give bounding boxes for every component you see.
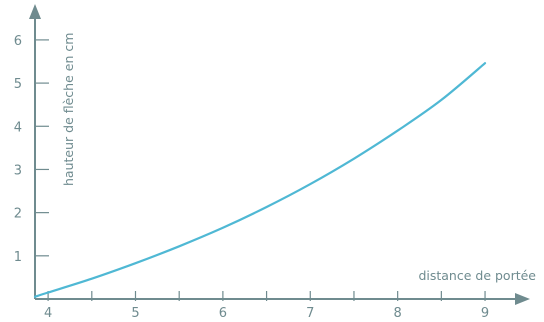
x-tick-label-7: 7 — [306, 306, 314, 321]
x-tick-label-9: 9 — [481, 306, 489, 321]
axes — [29, 4, 530, 305]
series-line-0 — [33, 62, 487, 298]
x-tick-label-8: 8 — [394, 306, 402, 321]
x-axis-ticks: 4 5 6 7 8 9 — [44, 291, 489, 321]
x-tick-label-4: 4 — [44, 306, 52, 321]
x-axis-label: distance de portée — [418, 268, 536, 283]
y-axis-arrow — [29, 4, 41, 19]
y-axis-ticks: 1 2 3 4 5 6 — [14, 34, 49, 265]
y-axis-label: hauteur de flèche en cm — [61, 33, 76, 186]
y-tick-label-3: 3 — [14, 163, 22, 178]
y-tick-label-1: 1 — [14, 250, 22, 265]
y-tick-label-4: 4 — [14, 120, 22, 135]
y-tick-label-6: 6 — [14, 34, 22, 49]
series-group — [33, 62, 487, 298]
x-tick-label-6: 6 — [219, 306, 227, 321]
x-tick-label-5: 5 — [131, 306, 139, 321]
y-tick-label-2: 2 — [14, 207, 22, 222]
x-axis-arrow — [515, 293, 530, 305]
y-tick-label-5: 5 — [14, 77, 22, 92]
